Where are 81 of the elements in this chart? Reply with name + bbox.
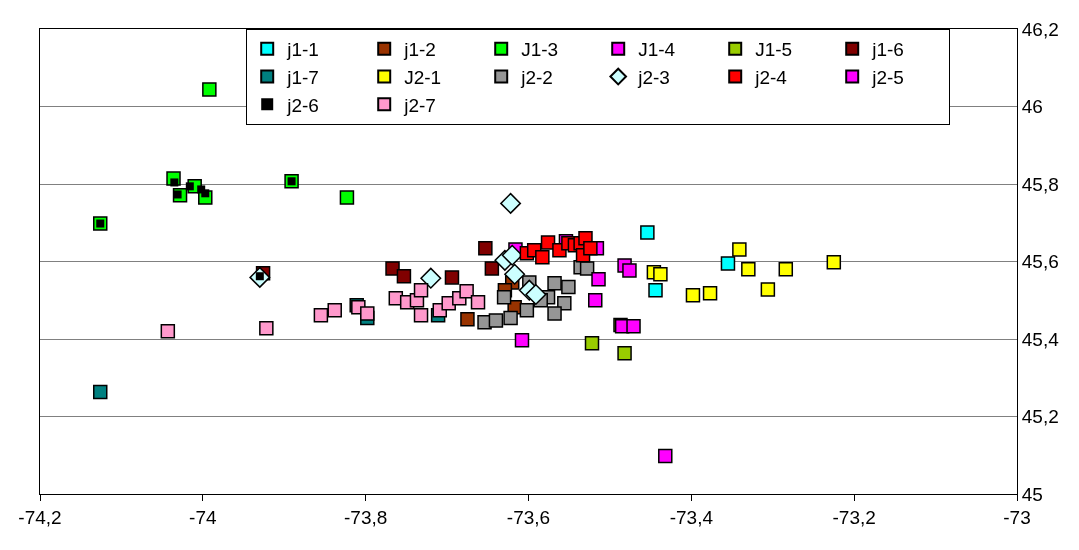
legend-label: J1-3: [521, 39, 559, 61]
point: [501, 244, 523, 266]
point: [444, 270, 460, 285]
point: [460, 311, 475, 327]
legend-label: j1-7: [286, 66, 319, 88]
point: [496, 289, 512, 305]
point: [470, 294, 486, 310]
y-tick-label: 45,6: [1021, 251, 1059, 273]
y-tick-label: 45,8: [1021, 173, 1059, 195]
point: [202, 82, 217, 97]
point: [557, 296, 572, 311]
x-tick-label: -74,2: [18, 506, 62, 528]
point: [640, 225, 655, 240]
point: [720, 256, 736, 271]
y-tick-label: 46: [1021, 96, 1043, 118]
legend-label: j1-2: [403, 39, 436, 61]
point: [547, 306, 562, 321]
point: [519, 303, 535, 318]
point: [760, 282, 776, 297]
point: [327, 303, 342, 318]
legend-label: j2-6: [286, 94, 319, 116]
point: [259, 320, 274, 336]
point: [778, 262, 794, 277]
point: [514, 332, 530, 348]
point: [459, 284, 474, 299]
point: [653, 267, 668, 282]
point: [561, 279, 576, 295]
point: [484, 261, 500, 276]
point: [160, 324, 176, 339]
point: [588, 293, 603, 308]
point: [826, 255, 842, 270]
point: [617, 346, 632, 361]
point: [93, 384, 108, 400]
point: [702, 286, 718, 301]
point: [420, 267, 442, 289]
legend-label: j2-3: [637, 66, 670, 88]
point: [535, 249, 550, 265]
point: [547, 275, 562, 291]
point: [500, 192, 522, 214]
legend-label: J2-1: [404, 66, 442, 88]
x-tick-label: -73,4: [669, 506, 714, 528]
point: [185, 182, 194, 191]
point: [503, 310, 518, 326]
point: [591, 272, 606, 287]
point: [648, 282, 663, 298]
point: [741, 262, 756, 277]
y-tick-label: 45,2: [1021, 406, 1059, 428]
legend-label: J1-4: [638, 39, 676, 61]
point: [658, 448, 673, 464]
legend-label: j2-4: [754, 66, 788, 88]
legend-label: j1-6: [871, 39, 904, 61]
x-tick-label: -73: [1003, 506, 1031, 528]
y-tick-label: 46,2: [1021, 18, 1059, 40]
point: [626, 318, 641, 334]
point: [413, 308, 429, 323]
point: [504, 263, 526, 285]
point: [584, 336, 600, 351]
legend-label: j2-5: [871, 66, 904, 88]
point: [478, 241, 493, 256]
point: [583, 241, 598, 256]
x-tick-label: -74: [189, 506, 217, 528]
point: [385, 261, 400, 276]
point: [413, 282, 429, 298]
legend-label: j2-2: [520, 66, 553, 88]
point: [685, 287, 701, 303]
x-tick-label: -73,8: [344, 506, 388, 528]
point: [732, 242, 747, 257]
x-tick-label: -73,6: [506, 506, 551, 528]
point: [488, 313, 504, 328]
legend-label: j1-1: [286, 39, 319, 61]
point: [360, 306, 375, 321]
y-tick-label: 45,4: [1021, 328, 1060, 350]
point: [313, 308, 329, 323]
point: [396, 268, 412, 284]
legend-label: J1-5: [755, 39, 793, 61]
x-tick-label: -73,2: [832, 506, 876, 528]
y-tick-label: 45: [1021, 483, 1043, 505]
point: [525, 283, 547, 305]
point: [339, 190, 355, 205]
legend-label: j2-7: [403, 94, 436, 116]
point: [622, 263, 637, 278]
